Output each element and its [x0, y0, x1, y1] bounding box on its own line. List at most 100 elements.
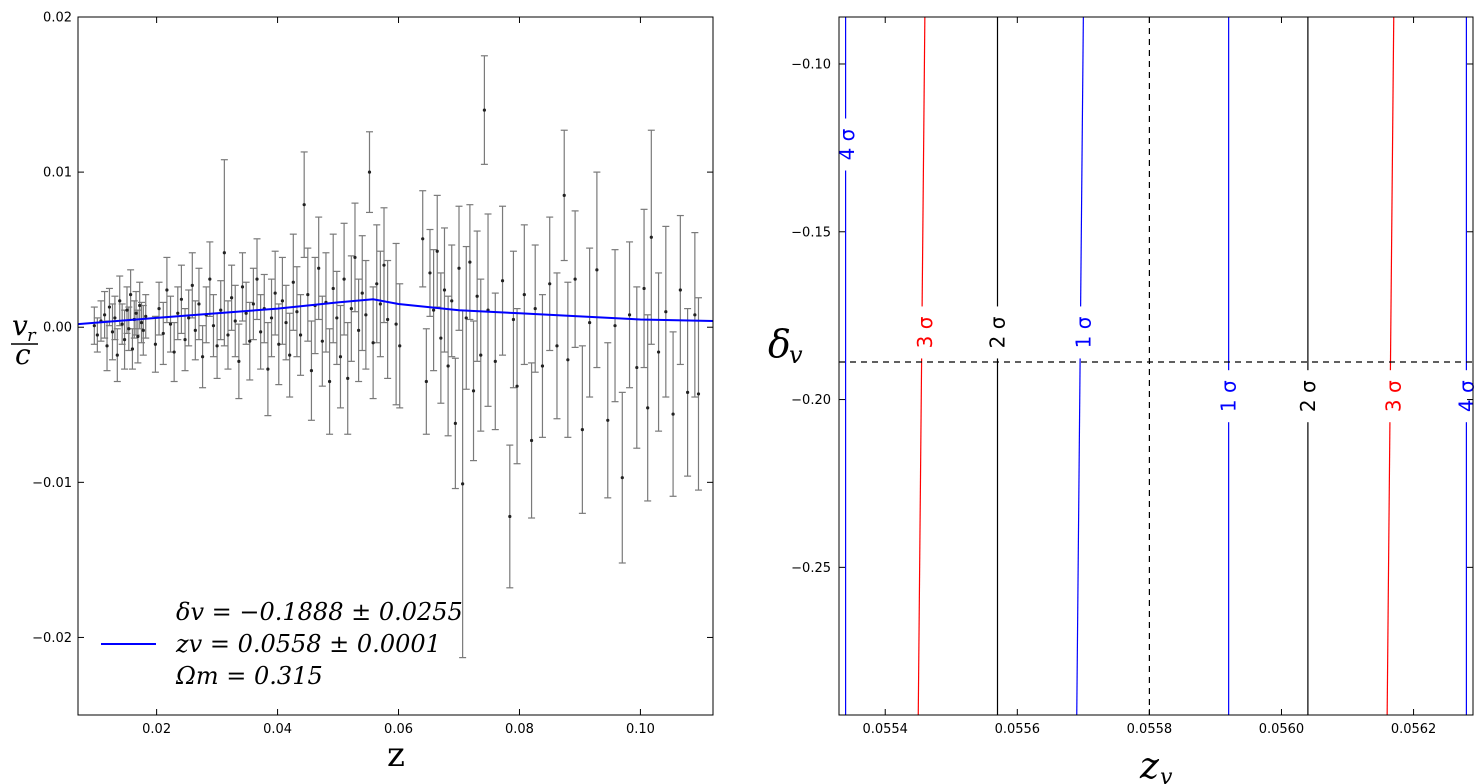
- svg-text:v: v: [789, 341, 803, 369]
- legend-z-v: zv = 0.0558 ± 0.0001: [175, 630, 441, 658]
- data-point: [138, 303, 142, 308]
- x-tick-label: 0.0562: [1391, 722, 1437, 737]
- data-point: [627, 313, 632, 317]
- data-point: [511, 317, 516, 322]
- data-point: [139, 320, 144, 325]
- data-point: [493, 359, 497, 363]
- data-point: [197, 302, 201, 306]
- data-point: [273, 291, 277, 295]
- data-point: [678, 288, 682, 292]
- data-point: [646, 406, 650, 410]
- data-point: [573, 277, 577, 281]
- legend: δv = −0.1888 ± 0.0255 zv = 0.0558 ± 0.00…: [101, 598, 463, 690]
- legend-omega-m: Ωm = 0.315: [175, 662, 323, 690]
- data-point: [255, 277, 259, 281]
- data-point: [566, 358, 570, 362]
- right-axis-ticks: 0.0554 0.0556 0.0558 0.0560 0.0562 −0.10 −0.15…: [791, 17, 1473, 737]
- y-label-numerator: v: [12, 309, 28, 342]
- data-point: [635, 365, 639, 370]
- data-point: [153, 342, 158, 346]
- data-point: [522, 293, 526, 297]
- data-point: [103, 313, 107, 317]
- contour-line: [1386, 16, 1395, 716]
- data-point: [464, 316, 468, 320]
- x-tick-label: 0.0556: [995, 722, 1041, 737]
- y-tick-label: −0.25: [791, 561, 831, 576]
- y-label-numerator-sub: r: [27, 325, 37, 346]
- data-point: [394, 322, 398, 326]
- data-point: [215, 344, 219, 348]
- data-point: [168, 322, 173, 326]
- data-point: [371, 341, 375, 345]
- error-bar-series: [90, 55, 702, 659]
- data-point: [259, 330, 263, 334]
- data-point: [200, 355, 205, 359]
- y-tick-label: −0.15: [791, 225, 831, 240]
- data-point: [435, 249, 439, 253]
- data-point: [226, 333, 230, 337]
- data-point: [588, 320, 592, 325]
- contour-label-background: [986, 306, 1009, 359]
- data-point: [471, 389, 476, 393]
- left-axis-ticks: 0.02 0.04 0.06 0.08 0.10 −0.02 −0.01 0.00 0.01 0.…: [32, 11, 713, 737]
- legend-delta-v: δv = −0.1888 ± 0.0255: [176, 598, 463, 626]
- x-tick-label: 0.0558: [1127, 722, 1173, 737]
- data-point: [284, 320, 288, 325]
- y-tick-label: 0.00: [43, 321, 72, 336]
- data-point: [453, 421, 457, 425]
- contour-label-background: [913, 306, 936, 359]
- contour-lines: [845, 16, 1467, 716]
- x-tick-label: 0.08: [505, 722, 534, 737]
- data-point: [208, 277, 212, 281]
- data-point: [317, 266, 321, 270]
- data-point: [157, 307, 161, 311]
- data-point: [378, 302, 382, 306]
- y-tick-label: −0.01: [32, 476, 72, 491]
- svg-text:δ: δ: [768, 322, 791, 366]
- x-tick-label: 0.06: [384, 722, 413, 737]
- data-point: [335, 316, 339, 320]
- data-point: [606, 418, 610, 422]
- data-point: [183, 338, 187, 342]
- data-point: [346, 376, 350, 381]
- data-point: [500, 279, 505, 283]
- data-point: [298, 333, 303, 337]
- contour-label-background: [836, 118, 858, 171]
- data-point: [349, 307, 353, 311]
- x-tick-label: 0.02: [142, 722, 171, 737]
- contour-label-background: [1072, 306, 1095, 359]
- data-point: [613, 324, 617, 328]
- data-point: [288, 353, 292, 357]
- contour-label: 2 σ: [1296, 380, 1320, 412]
- data-point: [562, 193, 566, 197]
- data-point: [95, 333, 99, 337]
- contour-line: [1076, 16, 1084, 716]
- data-point: [251, 302, 255, 306]
- data-point: [248, 339, 252, 343]
- data-point: [134, 311, 138, 315]
- data-point: [291, 280, 295, 284]
- left-x-axis-label: z: [387, 735, 405, 775]
- data-point: [580, 427, 584, 432]
- data-point: [482, 108, 486, 112]
- contour-label-background: [1455, 370, 1478, 423]
- x-tick-label: 0.0560: [1259, 722, 1305, 737]
- data-point: [555, 344, 559, 348]
- y-label-denominator: c: [15, 338, 31, 371]
- data-point: [127, 327, 131, 331]
- left-plot-frame: [77, 16, 714, 716]
- contour-label: 2 σ: [986, 316, 1010, 348]
- y-tick-label: −0.20: [791, 393, 831, 408]
- data-point: [671, 412, 675, 416]
- data-point: [461, 482, 465, 486]
- data-point: [129, 293, 133, 297]
- data-point: [306, 293, 310, 297]
- data-point: [595, 268, 599, 272]
- contour-label-background: [1217, 370, 1240, 423]
- data-point: [656, 350, 661, 354]
- data-point: [302, 203, 306, 207]
- data-point: [468, 260, 472, 264]
